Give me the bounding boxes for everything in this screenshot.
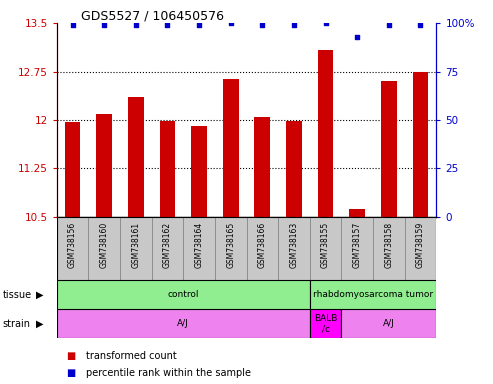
Bar [350, 209, 365, 217]
Point [258, 22, 266, 28]
Text: GSM738160: GSM738160 [100, 222, 108, 268]
Bar [215, 217, 246, 280]
Point [227, 20, 235, 26]
Text: rhabdomyosarcoma tumor: rhabdomyosarcoma tumor [313, 290, 433, 299]
Text: percentile rank within the sample: percentile rank within the sample [86, 368, 251, 378]
Bar [191, 126, 207, 217]
Text: A/J: A/J [383, 319, 395, 328]
Bar [223, 79, 239, 217]
Text: tissue: tissue [2, 290, 32, 300]
Point [290, 22, 298, 28]
Bar [373, 217, 405, 280]
Text: ▶: ▶ [36, 318, 43, 329]
Point [164, 22, 172, 28]
Text: GSM738164: GSM738164 [195, 222, 204, 268]
Point [100, 22, 108, 28]
Text: GSM738163: GSM738163 [289, 222, 298, 268]
Bar [317, 50, 333, 217]
Bar [413, 71, 428, 217]
Text: GSM738155: GSM738155 [321, 222, 330, 268]
Text: GSM738159: GSM738159 [416, 222, 425, 268]
Point [321, 20, 329, 26]
Bar [246, 217, 278, 280]
Text: ▶: ▶ [36, 290, 43, 300]
Text: control: control [168, 290, 199, 299]
Bar [57, 309, 310, 338]
Point [132, 22, 140, 28]
Bar [405, 217, 436, 280]
Point [69, 22, 76, 28]
Text: ■: ■ [67, 368, 76, 378]
Bar [120, 217, 152, 280]
Bar [310, 217, 341, 280]
Text: strain: strain [2, 318, 31, 329]
Bar [286, 121, 302, 217]
Bar [152, 217, 183, 280]
Bar [341, 217, 373, 280]
Text: BALB
/c: BALB /c [314, 314, 337, 333]
Text: GSM738162: GSM738162 [163, 222, 172, 268]
Point [417, 22, 424, 28]
Point [195, 22, 203, 28]
Text: GSM738165: GSM738165 [226, 222, 235, 268]
Bar [160, 121, 176, 217]
Bar [88, 217, 120, 280]
Text: transformed count: transformed count [86, 351, 177, 361]
Bar [57, 280, 310, 309]
Text: A/J: A/J [177, 319, 189, 328]
Text: GSM738161: GSM738161 [131, 222, 141, 268]
Bar [65, 122, 80, 217]
Text: GDS5527 / 106450576: GDS5527 / 106450576 [81, 10, 224, 23]
Text: ■: ■ [67, 351, 76, 361]
Bar [96, 114, 112, 217]
Text: GSM738166: GSM738166 [258, 222, 267, 268]
Bar [183, 217, 215, 280]
Point [353, 33, 361, 40]
Bar [57, 217, 88, 280]
Bar [310, 309, 341, 338]
Point [385, 22, 393, 28]
Bar [128, 98, 143, 217]
Bar [381, 81, 397, 217]
Bar [254, 117, 270, 217]
Text: GSM738157: GSM738157 [352, 222, 362, 268]
Text: GSM738158: GSM738158 [385, 222, 393, 268]
Bar [341, 309, 436, 338]
Bar [310, 280, 436, 309]
Bar [278, 217, 310, 280]
Text: GSM738156: GSM738156 [68, 222, 77, 268]
